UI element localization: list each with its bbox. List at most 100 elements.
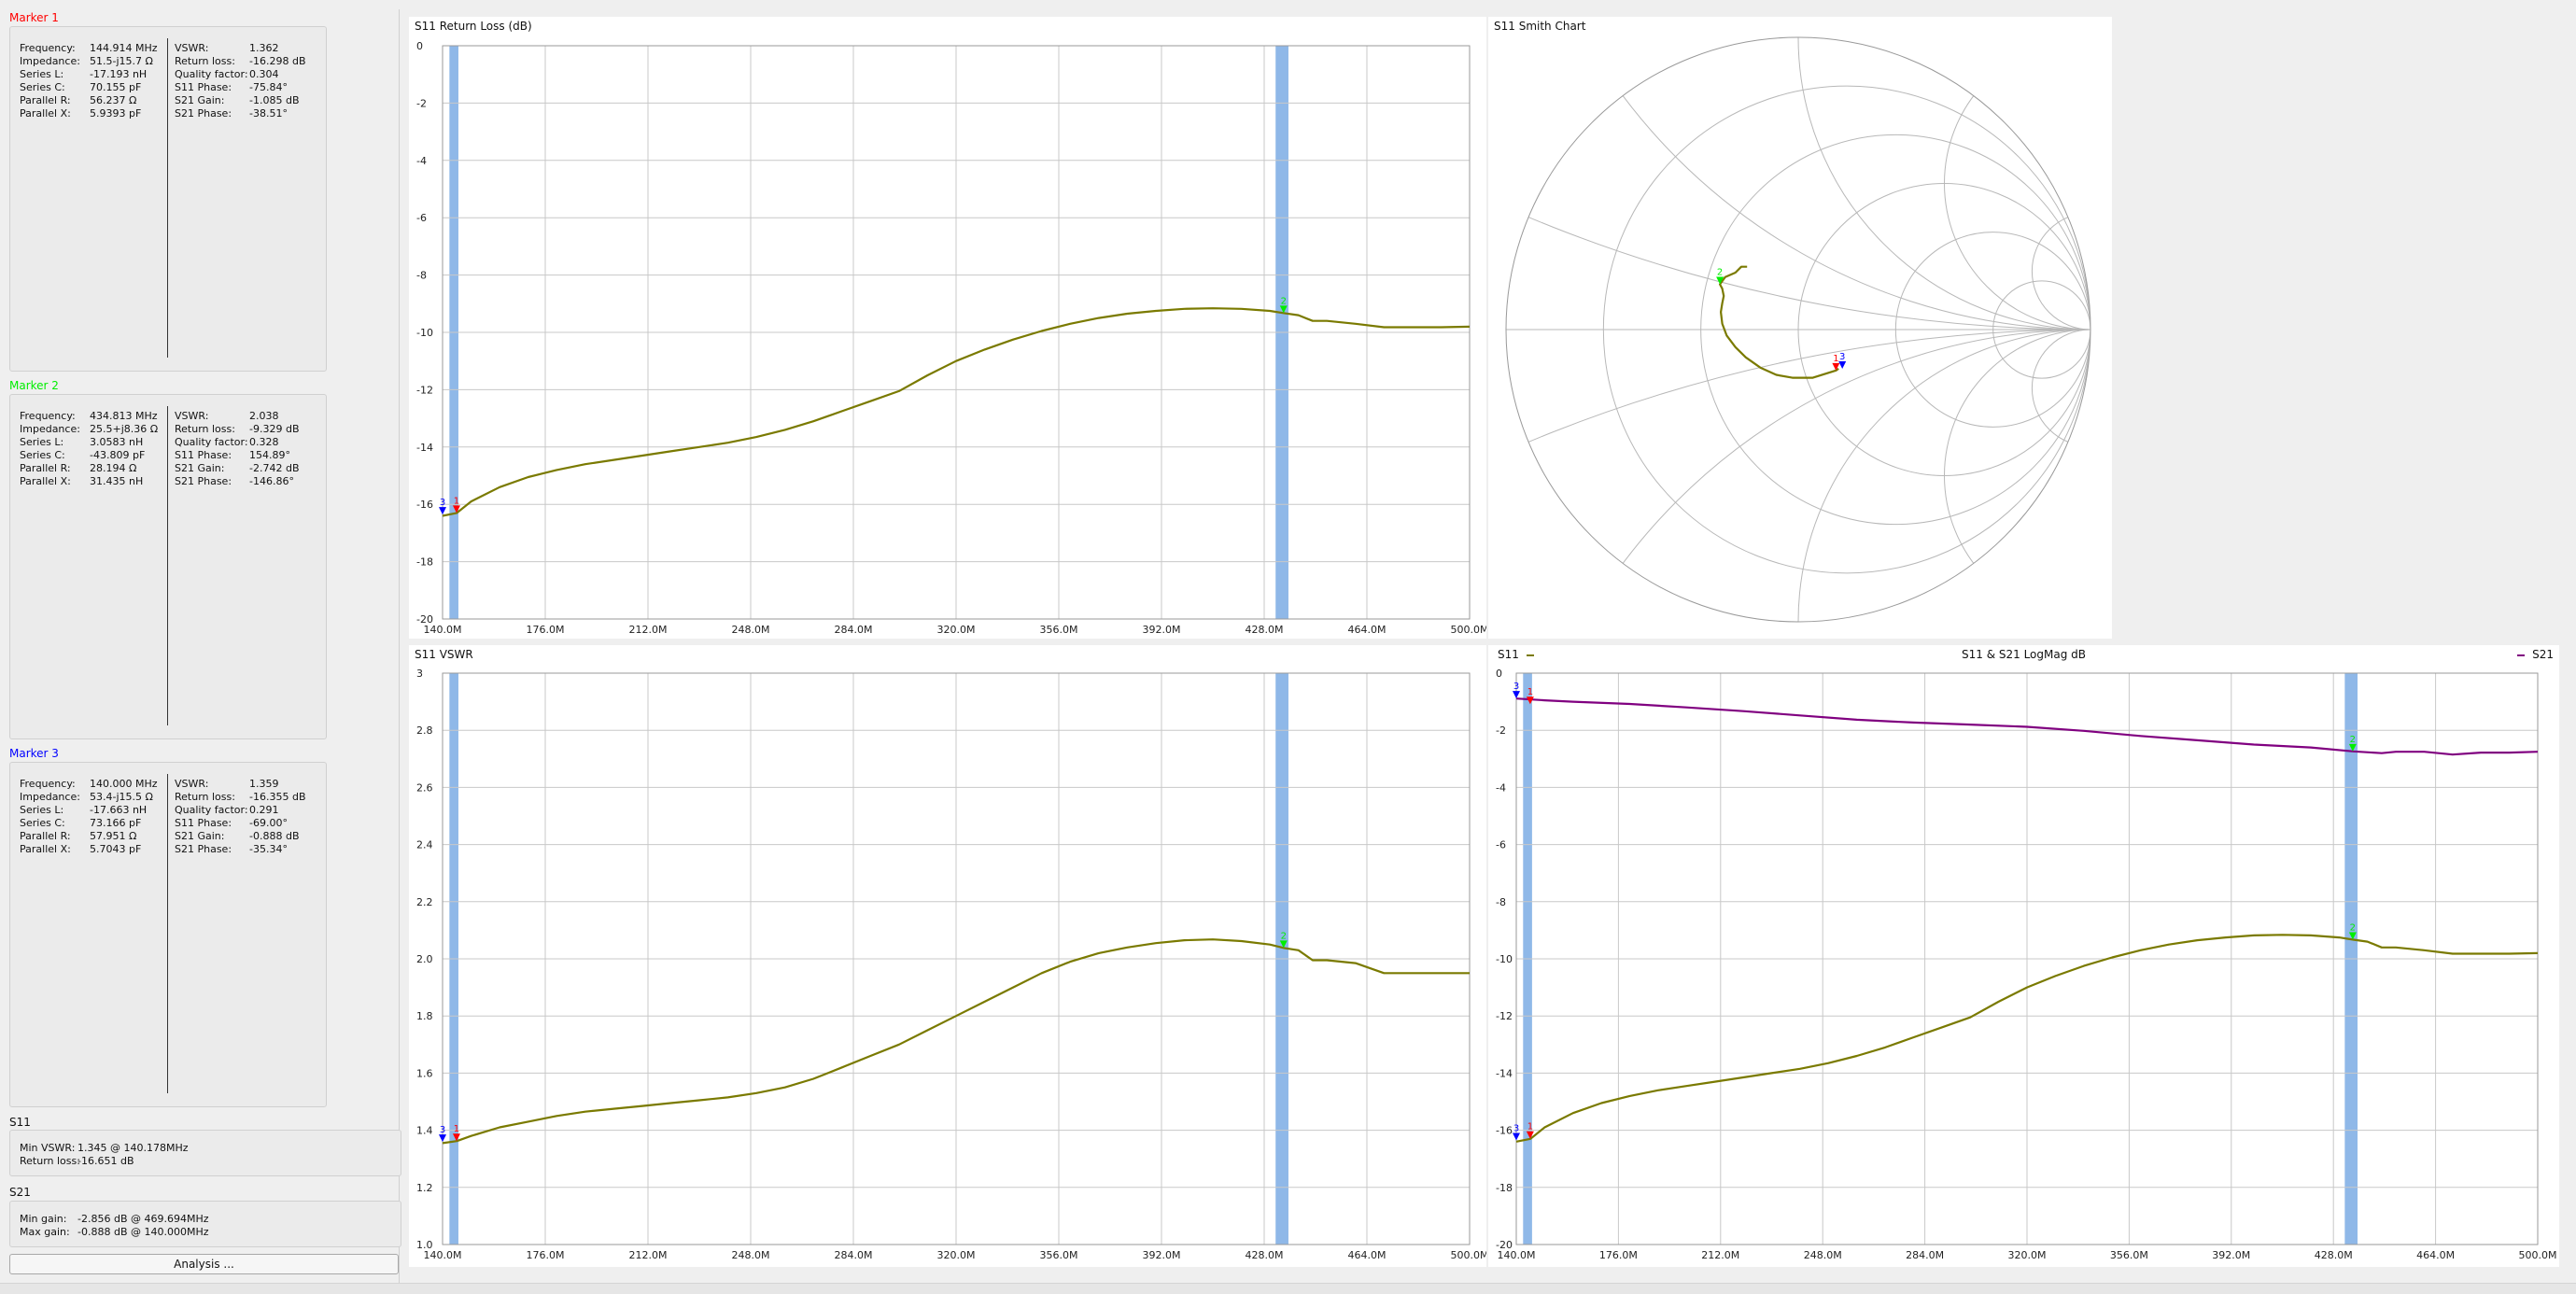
readout-label: Parallel R:: [20, 94, 71, 106]
marker-label: 2: [2350, 735, 2356, 745]
s11-smith-chart[interactable]: 1 3 2: [1488, 17, 2112, 639]
y-tick-label: -14: [416, 442, 433, 454]
readout-value: 2.038: [249, 410, 279, 422]
y-tick-label: 0: [416, 40, 423, 52]
marker-triangle: [2348, 743, 2357, 752]
marker-triangle: [1279, 940, 1288, 949]
series-line-1: [1515, 697, 2539, 756]
x-tick-label: 500.0M: [1451, 1249, 1486, 1261]
y-tick-label: -8: [1496, 896, 1506, 908]
readout-value: 25.5+j8.36 Ω: [90, 423, 159, 435]
y-tick-label: -6: [416, 212, 427, 224]
readout-label: Impedance:: [20, 55, 80, 67]
y-tick-label: 1.8: [416, 1010, 433, 1022]
readout-value: 0.304: [249, 68, 279, 80]
readout-separator: [167, 406, 168, 725]
reactance-arc-negative: [1506, 329, 2090, 622]
readout-value: -35.34°: [249, 843, 288, 855]
x-tick-label: 248.0M: [1804, 1249, 1842, 1261]
legend-s11-label: S11: [1498, 648, 1519, 661]
readout-separator: [167, 774, 168, 1093]
marker-1-glyph: 1: [452, 496, 460, 513]
legend-s21-swatch: [2517, 654, 2526, 656]
legend-s21-label: S21: [2532, 648, 2554, 661]
y-tick-label: 2.6: [416, 781, 433, 794]
marker-3-glyph: 3: [1838, 352, 1847, 369]
marker-label: 2: [1281, 296, 1287, 306]
marker-2-glyph: 2: [1279, 296, 1288, 314]
marker-2-readout: Frequency: 434.813 MHz Impedance: 25.5+j8.3…: [9, 394, 327, 739]
y-tick-label: 3: [416, 668, 423, 680]
readout-separator: [167, 38, 168, 358]
readout-value: -0.888 dB: [249, 830, 300, 842]
marker-triangle: [1526, 1131, 1534, 1139]
readout-label: Return loss:: [175, 55, 235, 67]
marker-1-glyph: 1: [452, 1124, 460, 1142]
x-tick-label: 320.0M: [937, 1249, 976, 1261]
min-gain-row: Min gain: -2.856 dB @ 469.694MHz: [20, 1213, 209, 1225]
y-tick-label: -18: [1496, 1182, 1513, 1194]
marker-triangle: [452, 1133, 460, 1142]
return-loss-row: Return loss: -16.651 dB: [20, 1155, 134, 1167]
readout-label: Frequency:: [20, 42, 76, 54]
y-tick-label: 2.4: [416, 839, 433, 851]
readout-value: 0.291: [249, 804, 279, 816]
marker-2-glyph: 2: [2348, 735, 2357, 752]
marker-triangle: [2348, 932, 2357, 940]
max-gain-value: -0.888 dB @ 140.000MHz: [77, 1226, 209, 1238]
x-tick-label: 176.0M: [527, 1249, 565, 1261]
x-tick-label: 212.0M: [629, 624, 668, 636]
analysis-button[interactable]: Analysis ...: [9, 1254, 399, 1274]
y-tick-label: 2.2: [416, 896, 433, 908]
y-tick-label: -20: [1496, 1239, 1513, 1251]
s11-vswr-panel[interactable]: S11 VSWR 140.0M 176.0M 212.0M 248.0M 284.0M 3…: [409, 645, 1486, 1267]
readout-label: VSWR:: [175, 42, 209, 54]
s11-return-loss-panel[interactable]: S11 Return Loss (dB) 140.0M 176.0M 212.0M 2…: [409, 17, 1486, 639]
reactance-arc-negative: [2031, 329, 2090, 447]
marker-label: 2: [1281, 931, 1287, 941]
reactance-arc-positive: [1506, 37, 2090, 331]
readout-label: Parallel R:: [20, 462, 71, 474]
readout-value: -2.742 dB: [249, 462, 300, 474]
x-tick-label: 428.0M: [2315, 1249, 2353, 1261]
readout-value: -16.298 dB: [249, 55, 306, 67]
s11-s21-logmag-chart[interactable]: 140.0M 176.0M 212.0M 248.0M 284.0M 320.0M 356.…: [1488, 645, 2559, 1267]
y-tick-label: -10: [416, 327, 433, 339]
y-tick-label: -16: [1496, 1125, 1513, 1137]
readout-label: Quality factor:: [175, 804, 248, 816]
readout-label: S21 Phase:: [175, 843, 232, 855]
s11-return-loss-chart[interactable]: 140.0M 176.0M 212.0M 248.0M 284.0M 320.0M 356.…: [409, 17, 1486, 639]
readout-value: -146.86°: [249, 475, 294, 487]
max-gain-row: Max gain: -0.888 dB @ 140.000MHz: [20, 1226, 209, 1238]
min-gain-value: -2.856 dB @ 469.694MHz: [77, 1213, 209, 1225]
s11-s21-logmag-panel[interactable]: S11 S11 & S21 LogMag dB S21 140.0M 176.0M…: [1488, 645, 2559, 1267]
marker-1-readout: Frequency: 144.914 MHz Impedance: 51.5-j15.…: [9, 26, 327, 372]
y-tick-label: -2: [1496, 724, 1506, 737]
marker-1-glyph: 1: [1526, 687, 1534, 705]
readout-label: Parallel X:: [20, 107, 71, 120]
s11-vswr-chart[interactable]: 140.0M 176.0M 212.0M 248.0M 284.0M 320.0M 356.…: [409, 645, 1486, 1267]
marker-label: 3: [1513, 1123, 1519, 1133]
x-tick-label: 392.0M: [2212, 1249, 2250, 1261]
y-tick-label: -14: [1496, 1067, 1513, 1079]
min-vswr-label: Min VSWR:: [20, 1142, 76, 1154]
x-tick-label: 212.0M: [1701, 1249, 1739, 1261]
readout-value: 57.951 Ω: [90, 830, 137, 842]
x-tick-label: 428.0M: [1246, 1249, 1284, 1261]
readout-label: VSWR:: [175, 778, 209, 790]
s11-smith-title: S11 Smith Chart: [1494, 20, 1586, 33]
readout-label: VSWR:: [175, 410, 209, 422]
readout-value: 1.362: [249, 42, 279, 54]
marker-label: 3: [440, 498, 445, 508]
x-tick-label: 464.0M: [1348, 624, 1387, 636]
y-tick-label: 1.6: [416, 1067, 433, 1079]
readout-value: 140.000 MHz: [90, 778, 158, 790]
marker-label: 1: [454, 1124, 459, 1134]
y-tick-label: 1.4: [416, 1125, 433, 1137]
y-tick-label: -10: [1496, 953, 1513, 965]
readout-value: -17.663 nH: [90, 804, 148, 816]
legend-s11-swatch: [1526, 654, 1534, 656]
y-tick-label: -16: [416, 499, 433, 511]
marker-triangle: [1513, 1132, 1520, 1141]
